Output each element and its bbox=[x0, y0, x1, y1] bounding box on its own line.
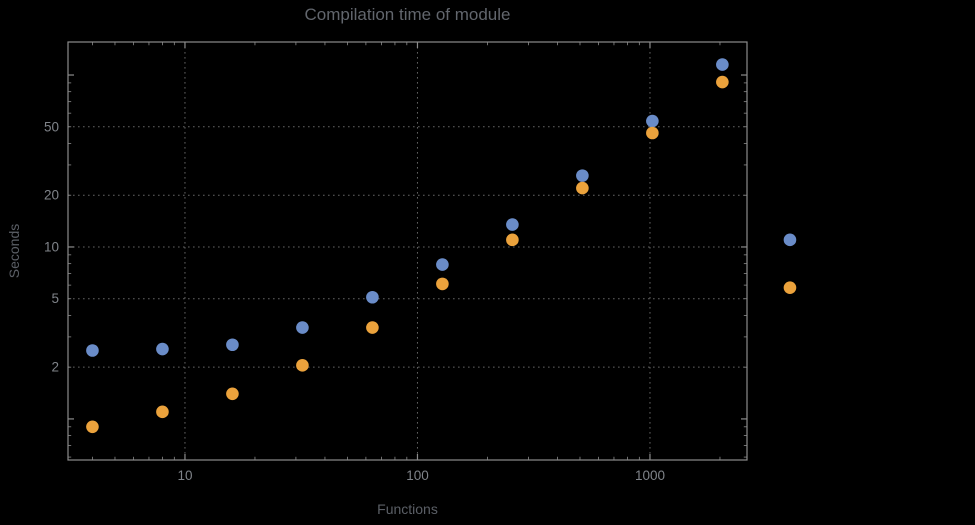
data-point-series-2-orange bbox=[646, 126, 659, 140]
data-point-series-1-blue bbox=[506, 218, 519, 231]
data-point-series-1-blue bbox=[86, 344, 99, 357]
data-point-series-1-blue bbox=[156, 342, 169, 356]
data-point-series-1-blue bbox=[366, 290, 379, 304]
data-point-series-1-blue bbox=[296, 321, 309, 334]
plot-frame bbox=[67, 41, 748, 461]
data-point-series-2-orange bbox=[506, 233, 519, 247]
data-point-series-1-blue bbox=[716, 58, 729, 71]
data-point-series-1-blue bbox=[576, 169, 589, 182]
x-axis-label: Functions bbox=[377, 501, 438, 517]
x-tick-label: 10 bbox=[177, 468, 192, 483]
y-tick-label: 10 bbox=[44, 239, 59, 254]
y-tick-label: 2 bbox=[51, 360, 59, 375]
data-point-series-2-orange bbox=[296, 359, 309, 372]
data-point-series-1-blue bbox=[436, 258, 449, 271]
x-tick-label: 1000 bbox=[635, 468, 665, 483]
data-point-series-2-orange bbox=[156, 405, 169, 419]
data-point-series-2-orange bbox=[716, 75, 729, 89]
y-tick-label: 5 bbox=[51, 291, 59, 306]
data-point-series-2-orange bbox=[436, 277, 449, 291]
data-point-series-1-blue bbox=[646, 114, 659, 128]
data-point-series-1-blue bbox=[226, 338, 239, 352]
y-tick-label: 50 bbox=[44, 119, 59, 134]
data-point-series-2-orange bbox=[226, 387, 239, 401]
data-point-series-2-orange bbox=[783, 281, 797, 294]
data-point-series-1-blue bbox=[783, 233, 797, 247]
data-point-series-2-orange bbox=[576, 181, 589, 195]
y-tick-label: 20 bbox=[44, 188, 59, 203]
data-point-series-2-orange bbox=[366, 321, 379, 334]
chart-title: Compilation time of module bbox=[304, 5, 511, 24]
x-tick-label: 100 bbox=[406, 468, 429, 483]
data-point-series-2-orange bbox=[86, 420, 99, 434]
